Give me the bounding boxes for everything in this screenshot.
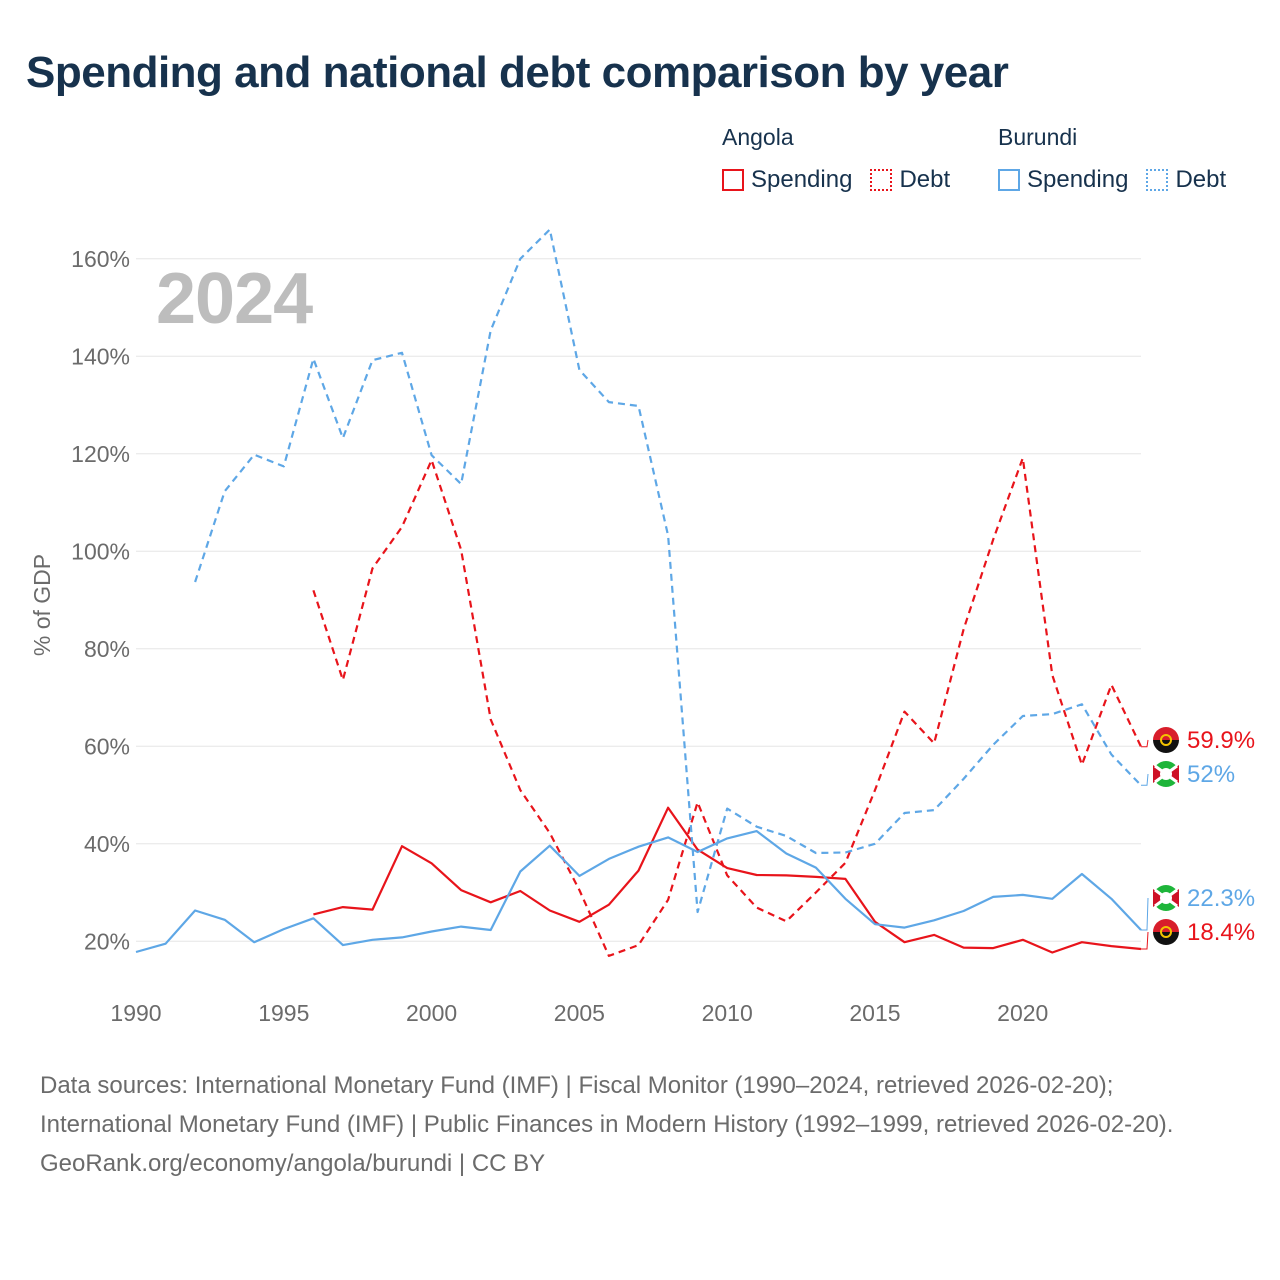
data-sources: Data sources: International Monetary Fun… — [40, 1072, 1174, 1138]
x-tick-label: 1990 — [110, 1000, 161, 1026]
x-tick-label: 2000 — [406, 1000, 457, 1026]
legend-dotted-swatch — [1146, 169, 1169, 191]
end-value-label: 22.3% — [1187, 885, 1255, 912]
footer: Data sources: International Monetary Fun… — [40, 1066, 1250, 1183]
legend-dotted-swatch — [870, 169, 893, 191]
end-connector — [1141, 773, 1149, 786]
y-tick-label: 160% — [71, 246, 130, 272]
legend-burundi-spending[interactable]: Spending — [998, 166, 1128, 194]
legend-solid-swatch — [998, 169, 1020, 191]
end-value-label: 52% — [1187, 761, 1235, 788]
chart-title: Spending and national debt comparison by… — [26, 48, 1009, 97]
legend-country-name: Angola — [722, 124, 794, 150]
y-tick-label: 20% — [84, 928, 130, 954]
y-tick-label: 60% — [84, 733, 130, 759]
y-tick-label: 100% — [71, 538, 130, 564]
y-axis-label: % of GDP — [29, 554, 55, 656]
line-chart: 20% 40% 60% 80% 100% 120% 140% 160% 1990 1995 200… — [29, 228, 1255, 1026]
series-line-burundi-debt[interactable] — [194, 228, 1142, 914]
series-line-angola-spending[interactable] — [313, 806, 1142, 954]
legend-label: Debt — [899, 166, 951, 193]
y-tick-label: 80% — [84, 636, 130, 662]
end-connector — [1141, 931, 1149, 950]
x-tick-label: 2005 — [554, 1000, 605, 1026]
legend-angola-spending[interactable]: Spending — [722, 166, 852, 194]
y-tick-label: 140% — [71, 343, 130, 369]
burundi-flag-icon — [1152, 884, 1180, 912]
legend-group-burundi: Burundi Spending Debt — [998, 124, 1244, 194]
legend-angola-debt[interactable]: Debt — [870, 166, 950, 194]
x-axis-ticks: 1990 1995 2000 2005 2010 2015 2020 — [110, 1000, 1048, 1026]
x-tick-label: 2010 — [702, 1000, 753, 1026]
legend-group-angola: Angola Spending Debt — [722, 124, 968, 194]
series-lines — [135, 228, 1142, 958]
series-line-burundi-spending[interactable] — [135, 829, 1142, 954]
end-connector — [1141, 739, 1149, 748]
angola-flag-icon — [1152, 918, 1180, 946]
legend-solid-swatch — [722, 169, 744, 191]
x-tick-label: 1995 — [258, 1000, 309, 1026]
end-value-label: 18.4% — [1187, 919, 1255, 946]
burundi-flag-icon — [1152, 760, 1180, 788]
year-label: 2024 — [156, 259, 313, 339]
end-value-label: 59.9% — [1187, 727, 1255, 754]
legend-country-name: Burundi — [998, 124, 1078, 150]
x-tick-label: 2020 — [997, 1000, 1048, 1026]
y-tick-label: 120% — [71, 441, 130, 467]
end-markers: 18.4% 59.9% 22.3% 52% — [1141, 726, 1255, 950]
y-axis-ticks: 20% 40% 60% 80% 100% 120% 140% 160% — [71, 246, 130, 955]
end-connector — [1141, 897, 1149, 931]
y-tick-label: 40% — [84, 831, 130, 857]
credit-link[interactable]: GeoRank.org/economy/angola/burundi | CC … — [40, 1150, 546, 1177]
series-line-angola-debt[interactable] — [312, 457, 1142, 958]
angola-flag-icon — [1152, 726, 1180, 754]
legend-label: Spending — [751, 166, 853, 193]
legend-burundi-debt[interactable]: Debt — [1146, 166, 1226, 194]
legend-label: Spending — [1027, 166, 1129, 193]
legend-label: Debt — [1175, 166, 1227, 193]
gridlines — [136, 258, 1141, 942]
x-tick-label: 2015 — [849, 1000, 900, 1026]
